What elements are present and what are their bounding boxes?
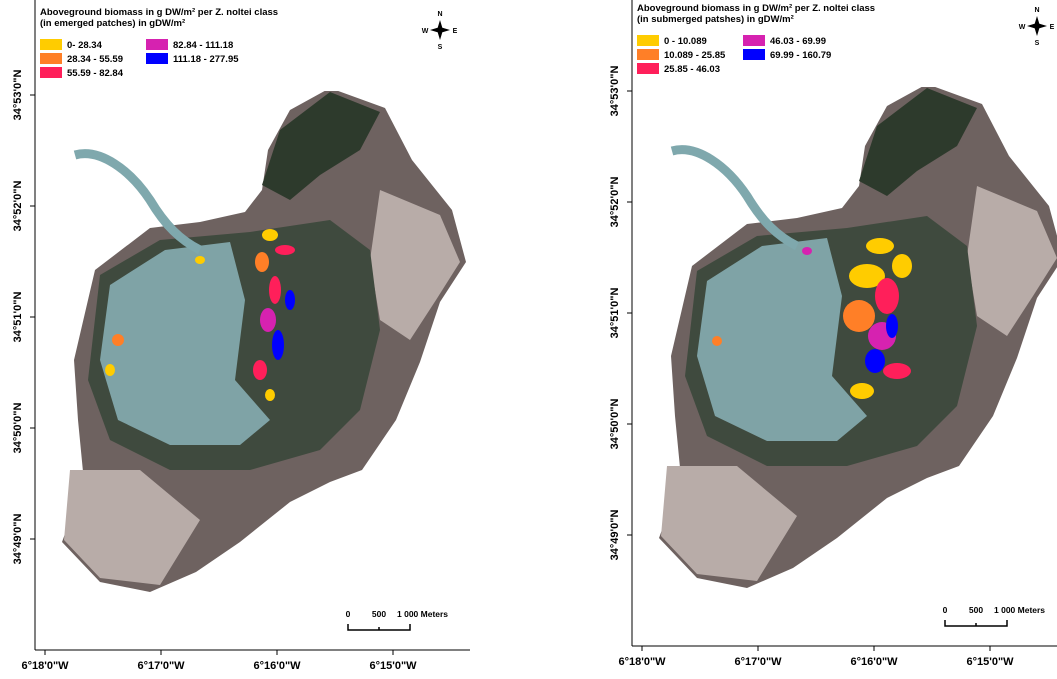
legend-swatch bbox=[743, 35, 765, 46]
legend-swatch bbox=[40, 39, 62, 50]
compass bbox=[430, 20, 450, 40]
lat-label: 34°52'0"N bbox=[12, 181, 24, 232]
map-panel: 34°53'0"N 34°52'0"N 34°51'0"N 34°50'0"N 34°4… bbox=[609, 0, 1057, 668]
legend-title: (in submerged patshes) in gDW/m² bbox=[637, 14, 794, 25]
scale-bar bbox=[944, 620, 1008, 627]
peninsula bbox=[262, 92, 380, 200]
biomass-patch bbox=[850, 383, 874, 399]
biomass-patch bbox=[253, 360, 267, 380]
biomass-patch bbox=[262, 229, 278, 241]
biomass-patch bbox=[260, 308, 276, 332]
biomass-patch bbox=[105, 364, 115, 376]
compass-letter: E bbox=[453, 28, 458, 35]
lat-label: 34°49'0"N bbox=[12, 514, 24, 565]
legend-title: Aboveground biomass in g DW/m² per Z. no… bbox=[637, 3, 875, 14]
compass-letter: W bbox=[422, 28, 429, 35]
lon-label: 6°17'0"W bbox=[137, 660, 185, 672]
scale-label: 1 000 Meters bbox=[994, 605, 1045, 615]
lat-label: 34°52'0"N bbox=[609, 177, 621, 228]
scale-bar bbox=[347, 624, 411, 631]
biomass-patch bbox=[883, 363, 911, 379]
compass-letter: N bbox=[437, 11, 442, 18]
lagoon-water bbox=[697, 238, 867, 441]
biomass-patch bbox=[195, 256, 205, 264]
lat-label: 34°51'0"N bbox=[609, 288, 621, 339]
biomass-patch bbox=[802, 247, 812, 255]
compass-letter: E bbox=[1050, 24, 1055, 31]
legend-box bbox=[633, 0, 953, 87]
scale-label: 500 bbox=[372, 609, 386, 619]
lat-label: 34°53'0"N bbox=[609, 66, 621, 117]
compass-letter: S bbox=[1035, 40, 1040, 47]
north-arrow: N S W E bbox=[1019, 7, 1055, 47]
legend-swatch bbox=[637, 49, 659, 60]
biomass-patch bbox=[843, 300, 875, 332]
legend-label: 28.34 - 55.59 bbox=[67, 54, 123, 65]
compass-letter: W bbox=[1019, 24, 1026, 31]
legend-title: (in emerged patches) in gDW/m² bbox=[40, 18, 185, 29]
legend-label: 69.99 - 160.79 bbox=[770, 50, 831, 61]
biomass-patch bbox=[275, 245, 295, 255]
lon-label: 6°15'0"W bbox=[966, 656, 1014, 668]
biomass-patch bbox=[886, 314, 898, 338]
legend-swatch bbox=[40, 53, 62, 64]
legend-swatch bbox=[637, 63, 659, 74]
compass-letter: S bbox=[438, 44, 443, 51]
legend-label: 25.85 - 46.03 bbox=[664, 64, 720, 75]
peninsula bbox=[859, 88, 977, 196]
legend-swatch bbox=[637, 35, 659, 46]
compass-letter: N bbox=[1034, 7, 1039, 14]
biomass-patch bbox=[112, 334, 124, 346]
lagoon-water bbox=[100, 242, 270, 445]
scale-label: 1 000 Meters bbox=[397, 609, 448, 619]
biomass-patch bbox=[875, 278, 899, 314]
lat-label: 34°50'0"N bbox=[12, 403, 24, 454]
legend-label: 111.18 - 277.95 bbox=[173, 54, 239, 65]
lon-label: 6°17'0"W bbox=[734, 656, 782, 668]
legend-swatch bbox=[146, 39, 168, 50]
lat-label: 34°53'0"N bbox=[12, 70, 24, 121]
lat-label: 34°50'0"N bbox=[609, 399, 621, 450]
legend-swatch bbox=[743, 49, 765, 60]
biomass-patch bbox=[866, 238, 894, 254]
lon-label: 6°15'0"W bbox=[369, 660, 417, 672]
biomass-patch bbox=[285, 290, 295, 310]
biomass-patch bbox=[255, 252, 269, 272]
legend-label: 10.089 - 25.85 bbox=[664, 50, 726, 61]
legend-label: 0 - 10.089 bbox=[664, 36, 707, 47]
scale-label: 0 bbox=[943, 605, 948, 615]
channel bbox=[670, 145, 800, 251]
biomass-patch bbox=[272, 330, 284, 360]
legend-swatch bbox=[146, 53, 168, 64]
bright-flat bbox=[661, 186, 1057, 581]
legend-box bbox=[36, 3, 356, 91]
lon-label: 6°18'0"W bbox=[21, 660, 69, 672]
bright-flat bbox=[64, 190, 460, 585]
biomass-patch bbox=[269, 276, 281, 304]
scale-label: 0 bbox=[346, 609, 351, 619]
biomass-patch bbox=[892, 254, 912, 278]
biomass-patch bbox=[265, 389, 275, 401]
lat-label: 34°51'0"N bbox=[12, 292, 24, 343]
channel bbox=[73, 149, 203, 255]
lon-label: 6°18'0"W bbox=[618, 656, 666, 668]
legend-title: Aboveground biomass in g DW/m² per Z. no… bbox=[40, 7, 278, 18]
compass bbox=[1027, 16, 1047, 36]
biomass-patch bbox=[712, 336, 722, 346]
lon-label: 6°16'0"W bbox=[850, 656, 898, 668]
north-arrow: N S W E bbox=[422, 11, 458, 51]
legend-label: 0- 28.34 bbox=[67, 40, 103, 51]
map-panel: 34°53'0"N 34°52'0"N 34°51'0"N 34°50'0"N 34°4… bbox=[12, 0, 470, 672]
biomass-patch bbox=[865, 349, 885, 373]
legend-label: 82.84 - 111.18 bbox=[173, 40, 233, 51]
legend-label: 46.03 - 69.99 bbox=[770, 36, 826, 47]
legend-label: 55.59 - 82.84 bbox=[67, 68, 124, 79]
lon-label: 6°16'0"W bbox=[253, 660, 301, 672]
lat-label: 34°49'0"N bbox=[609, 510, 621, 561]
scale-label: 500 bbox=[969, 605, 983, 615]
legend-swatch bbox=[40, 67, 62, 78]
biomass-patch bbox=[849, 264, 885, 288]
